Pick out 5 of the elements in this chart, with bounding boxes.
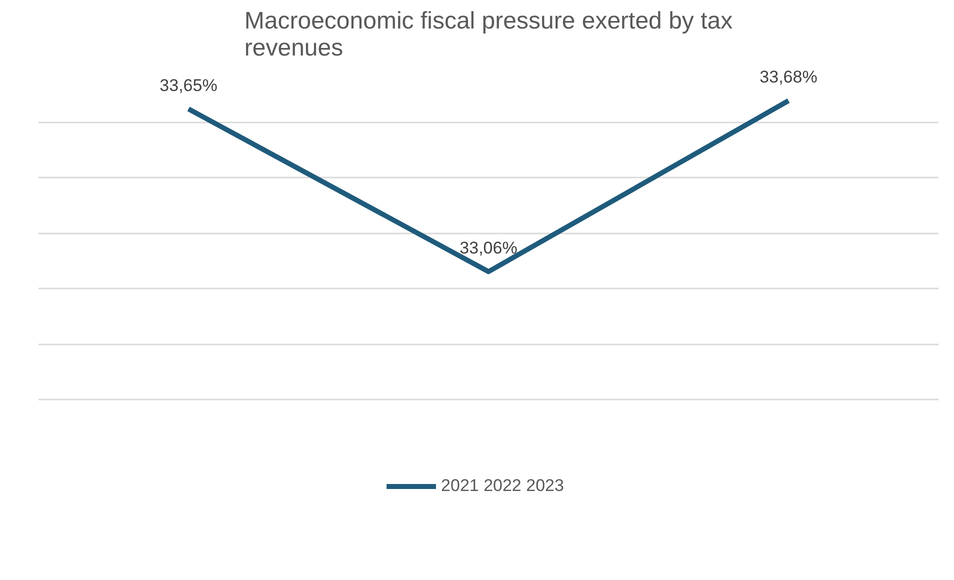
data-label: 33,06% [460,238,518,258]
legend-label: 2021 2022 2023 [441,476,564,496]
chart-title: Macroeconomic fiscal pressure exerted by tax revenues [244,8,733,62]
data-label: 33,68% [760,68,818,87]
data-label: 33,65% [160,76,218,95]
